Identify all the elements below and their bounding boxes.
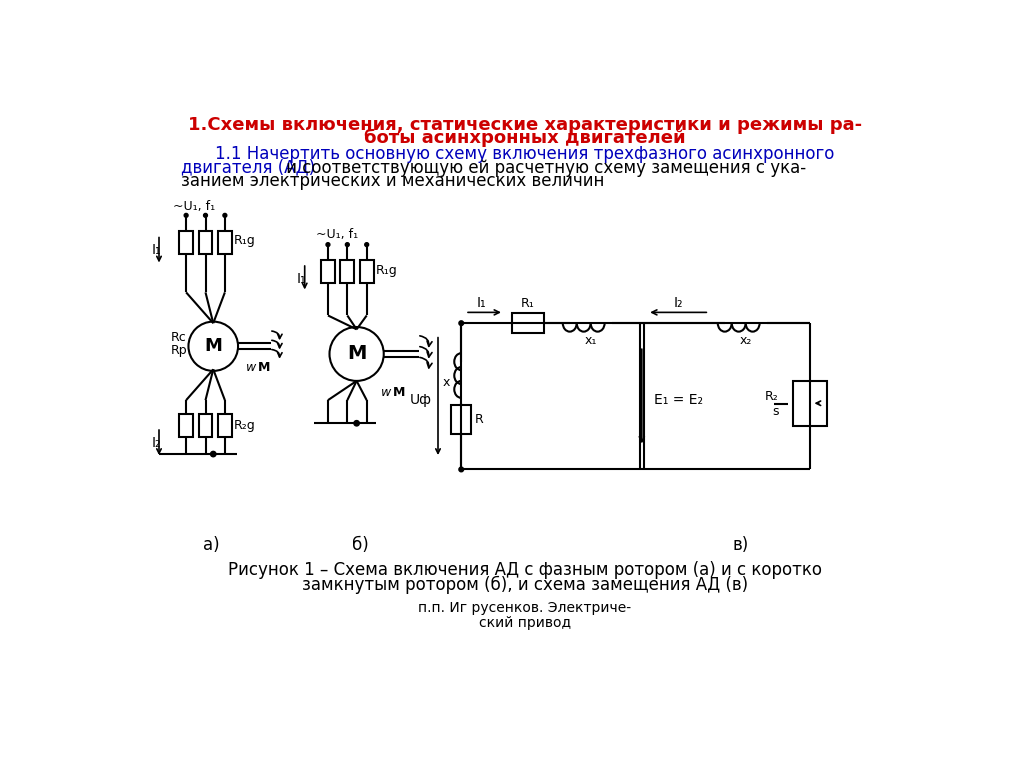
Text: x: x [443, 376, 451, 389]
Text: I₁: I₁ [297, 273, 306, 286]
Circle shape [459, 467, 464, 472]
Bar [321, 260, 335, 283]
Bar [179, 230, 194, 254]
Text: а): а) [204, 536, 220, 554]
Text: R: R [475, 413, 484, 426]
Text: и соответствующую ей расчетную схему замещения с ука-: и соответствующую ей расчетную схему зам… [282, 159, 807, 177]
Text: ~U₁, f₁: ~U₁, f₁ [173, 200, 215, 213]
Text: I₁: I₁ [477, 296, 486, 310]
Text: s: s [772, 406, 779, 419]
Text: I₁: I₁ [152, 243, 161, 257]
Text: E₁ = E₂: E₁ = E₂ [653, 393, 702, 407]
Text: R₁: R₁ [521, 296, 535, 310]
Text: М: М [205, 337, 222, 356]
Text: б): б) [352, 536, 369, 554]
Text: w: w [246, 361, 256, 374]
Circle shape [365, 243, 369, 247]
Text: R₁g: R₁g [234, 234, 256, 247]
Circle shape [354, 421, 359, 426]
Circle shape [184, 214, 188, 217]
Text: x₂: x₂ [739, 333, 752, 346]
Circle shape [459, 321, 464, 326]
Bar [512, 313, 544, 333]
Bar [218, 414, 231, 437]
Text: п.п. Иг русенков. Электриче-: п.п. Иг русенков. Электриче- [418, 601, 632, 615]
Bar [218, 230, 231, 254]
Text: x₁: x₁ [585, 333, 597, 346]
Bar [199, 230, 212, 254]
Text: двигателя (АД): двигателя (АД) [180, 159, 314, 177]
Text: в): в) [732, 536, 749, 554]
Circle shape [326, 243, 330, 247]
Text: w: w [381, 386, 391, 399]
Text: Rс: Rс [171, 330, 186, 343]
Bar [793, 381, 827, 425]
Circle shape [345, 243, 349, 247]
Text: I₂: I₂ [674, 296, 683, 310]
Text: занием электрических и механических величин: занием электрических и механических вели… [180, 173, 604, 190]
Bar [340, 260, 354, 283]
Text: R₁g: R₁g [376, 264, 397, 277]
Text: М: М [347, 345, 367, 363]
Text: М: М [393, 386, 406, 399]
Bar [359, 260, 374, 283]
Text: Rр: Rр [171, 343, 187, 356]
Bar [179, 414, 194, 437]
Text: ский привод: ский привод [479, 617, 570, 631]
Text: М: М [257, 361, 269, 374]
Text: 1.1 Начертить основную схему включения трехфазного асинхронного: 1.1 Начертить основную схему включения т… [215, 144, 835, 163]
Text: R₂g: R₂g [234, 419, 256, 432]
Text: Рисунок 1 – Схема включения АД с фазным ротором (а) и с коротко: Рисунок 1 – Схема включения АД с фазным … [227, 561, 822, 578]
Circle shape [223, 214, 226, 217]
Text: I₂: I₂ [152, 435, 161, 449]
Text: R₂: R₂ [765, 390, 779, 402]
Circle shape [204, 214, 208, 217]
Text: боты асинхронных двигателей: боты асинхронных двигателей [364, 129, 686, 147]
Text: Uф: Uф [410, 393, 432, 407]
Circle shape [211, 452, 216, 457]
Text: 1.Схемы включения, статические характеристики и режимы ра-: 1.Схемы включения, статические характери… [187, 115, 862, 134]
Bar [199, 414, 212, 437]
Text: ~U₁, f₁: ~U₁, f₁ [316, 228, 358, 241]
Bar [452, 405, 471, 434]
Text: замкнутым ротором (б), и схема замещения АД (в): замкнутым ротором (б), и схема замещения… [302, 576, 748, 594]
